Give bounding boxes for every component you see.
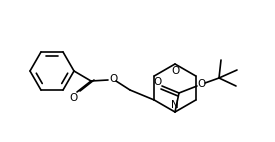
Text: O: O bbox=[198, 79, 206, 89]
Text: O: O bbox=[153, 77, 161, 87]
Text: O: O bbox=[109, 74, 117, 84]
Text: O: O bbox=[69, 93, 77, 103]
Text: N: N bbox=[171, 100, 179, 110]
Text: O: O bbox=[171, 66, 179, 76]
